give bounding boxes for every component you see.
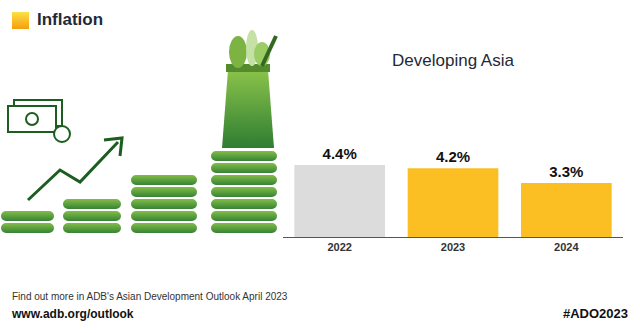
html-text:www.adb.org/outlook: www.adb.org/outlook (12, 307, 134, 321)
html-text:#ADO2023: #ADO2023 (563, 306, 628, 321)
html-text:Inflation: Inflation (37, 10, 104, 29)
svg-text:4.4%: 4.4% (323, 145, 357, 162)
html-text:Find out more in ADB's Asian D: Find out more in ADB's Asian Development… (12, 291, 288, 302)
svg-text:2023: 2023 (441, 241, 465, 253)
svg-text:4.2%: 4.2% (436, 148, 470, 165)
svg-text:2024: 2024 (554, 241, 579, 253)
svg-text:2022: 2022 (327, 241, 351, 253)
svg-text:Developing Asia: Developing Asia (392, 51, 514, 70)
svg-text:3.3%: 3.3% (549, 163, 583, 180)
